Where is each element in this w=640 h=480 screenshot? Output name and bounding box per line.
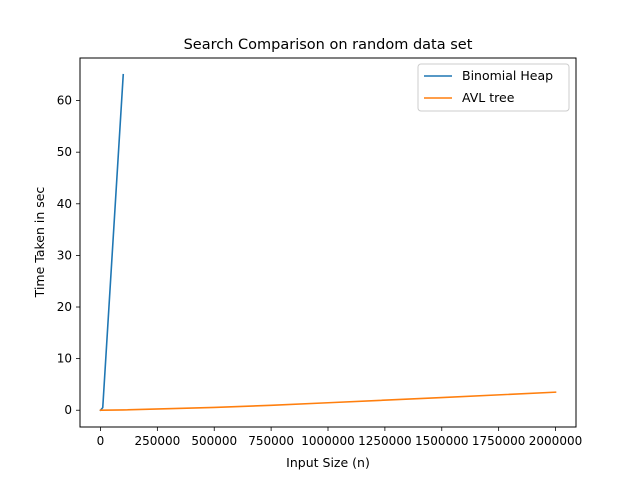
series-line-2: [99, 391, 557, 412]
x-tick-label: 750000: [248, 434, 294, 448]
y-tick-label: 30: [57, 248, 72, 262]
x-tick-label: 1750000: [472, 434, 525, 448]
y-tick-label: 40: [57, 197, 72, 211]
ticks-layer: 0 250000 500000 750000 1000000 1250000 1500000…: [57, 94, 583, 448]
x-tick-label: 1000000: [301, 434, 354, 448]
x-tick-label: 0: [97, 434, 105, 448]
x-tick-label: 1250000: [358, 434, 411, 448]
legend: Binomial Heap AVL tree: [417, 63, 570, 112]
x-tick-label: 2000000: [529, 434, 582, 448]
series-layer: [99, 73, 557, 412]
chart-title: Search Comparison on random data set: [184, 37, 473, 53]
y-tick-label: 50: [57, 145, 72, 159]
y-tick-label: 20: [57, 300, 72, 314]
legend-label-2: AVL tree: [462, 90, 515, 105]
plot-frame: [79, 57, 577, 428]
y-tick-label: 10: [57, 352, 72, 366]
y-tick-label: 0: [64, 403, 72, 417]
x-tick-label: 1500000: [415, 434, 468, 448]
x-tick-label: 500000: [191, 434, 237, 448]
x-tick-label: 250000: [134, 434, 180, 448]
y-axis-label: Time Taken in sec: [32, 187, 47, 299]
x-axis-label: Input Size (n): [286, 455, 370, 470]
legend-box: [417, 63, 570, 112]
y-tick-label: 60: [57, 94, 72, 108]
legend-label-1: Binomial Heap: [462, 68, 553, 83]
series-line-1: [99, 73, 125, 412]
